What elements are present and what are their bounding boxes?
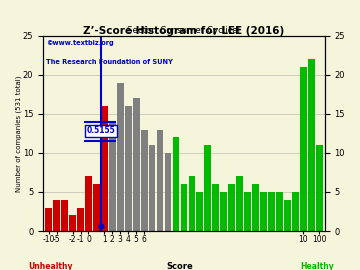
Text: Sector: Consumer Cyclical: Sector: Consumer Cyclical xyxy=(127,26,240,35)
Bar xyxy=(69,215,76,231)
Bar xyxy=(133,98,140,231)
Bar xyxy=(77,208,84,231)
Bar xyxy=(316,145,323,231)
Bar xyxy=(157,130,163,231)
Y-axis label: Number of companies (531 total): Number of companies (531 total) xyxy=(15,75,22,192)
Bar xyxy=(181,184,187,231)
Bar xyxy=(212,184,219,231)
Text: 0.5155: 0.5155 xyxy=(87,126,116,136)
Bar xyxy=(252,184,259,231)
Bar xyxy=(45,208,52,231)
Bar xyxy=(117,83,124,231)
Bar xyxy=(93,184,100,231)
Bar xyxy=(53,200,60,231)
Text: The Research Foundation of SUNY: The Research Foundation of SUNY xyxy=(46,59,173,65)
Bar xyxy=(197,192,203,231)
Title: Z’-Score Histogram for LEE (2016): Z’-Score Histogram for LEE (2016) xyxy=(83,26,284,36)
Text: Score: Score xyxy=(167,262,193,270)
Bar xyxy=(236,176,243,231)
Bar xyxy=(244,192,251,231)
Text: Healthy: Healthy xyxy=(300,262,334,270)
Bar xyxy=(284,200,291,231)
Bar xyxy=(276,192,283,231)
Bar xyxy=(85,176,92,231)
Text: Unhealthy: Unhealthy xyxy=(28,262,73,270)
Bar xyxy=(109,122,116,231)
Bar xyxy=(172,137,179,231)
Bar xyxy=(125,106,132,231)
Text: ©www.textbiz.org: ©www.textbiz.org xyxy=(46,40,113,46)
Bar xyxy=(292,192,299,231)
Bar xyxy=(308,59,315,231)
Bar xyxy=(300,67,307,231)
Bar xyxy=(268,192,275,231)
Bar xyxy=(141,130,148,231)
Bar xyxy=(204,145,211,231)
Bar xyxy=(101,106,108,231)
Bar xyxy=(228,184,235,231)
Bar xyxy=(165,153,171,231)
Bar xyxy=(220,192,227,231)
Bar xyxy=(189,176,195,231)
Bar xyxy=(260,192,267,231)
Bar xyxy=(149,145,156,231)
Bar xyxy=(61,200,68,231)
